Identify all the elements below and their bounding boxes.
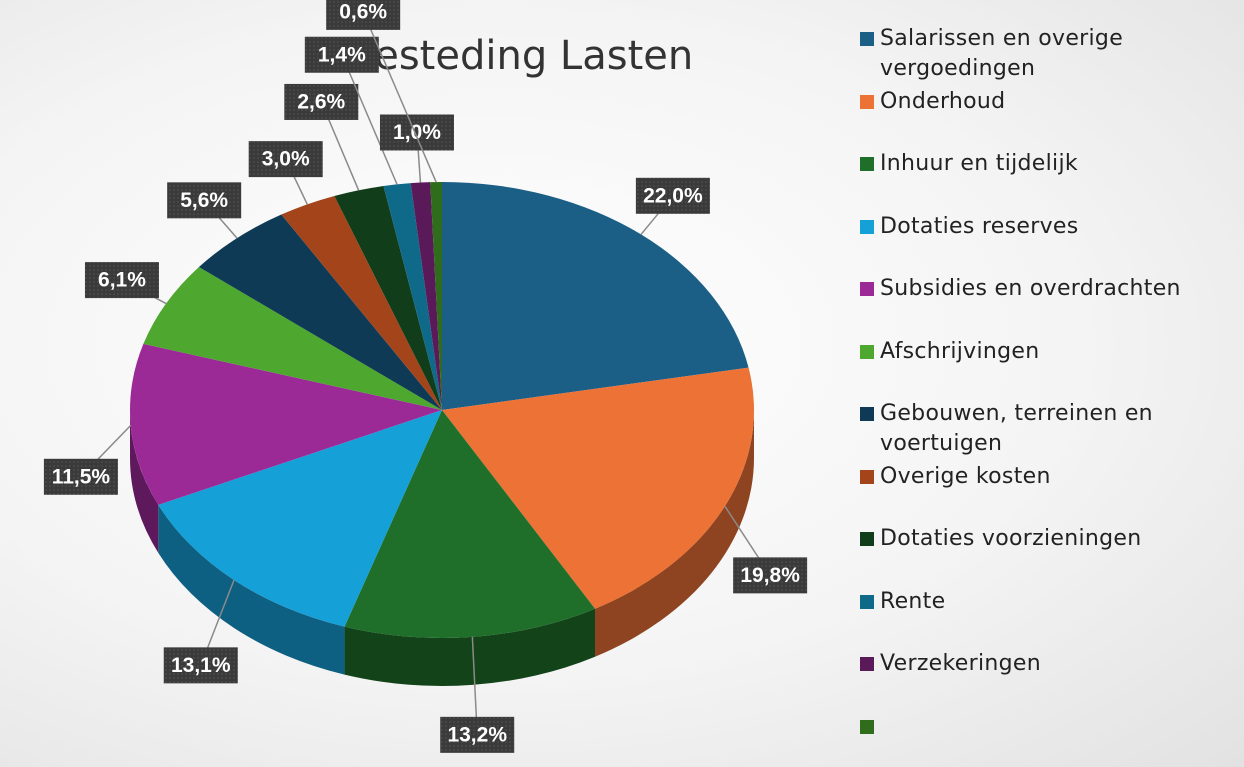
- legend-item: Inhuur en tijdelijk: [860, 149, 1235, 179]
- slice: [334, 186, 442, 410]
- legend-item: Salarissen en overige vergoedingen: [860, 24, 1235, 84]
- data-label-box: [379, 114, 454, 151]
- slice: [158, 410, 442, 627]
- legend-item: Verzekeringen: [860, 649, 1235, 679]
- slice: [442, 367, 754, 609]
- chart-title: Besteding Lasten: [347, 33, 693, 79]
- data-label: 6,1%: [98, 269, 146, 292]
- legend-swatch: [860, 157, 874, 171]
- leader-line: [341, 54, 398, 185]
- legend-label: Subsidies en overdrachten: [880, 276, 1181, 301]
- legend-item: Subsidies en overdrachten: [860, 274, 1235, 304]
- slice: [344, 410, 596, 639]
- data-label: 1,4%: [318, 43, 366, 66]
- legend-swatch: [860, 532, 874, 546]
- legend-swatch: [860, 219, 874, 234]
- data-label-box: [163, 647, 238, 684]
- legend-swatch: [860, 594, 874, 609]
- legend-item: Onderhoud: [860, 87, 1235, 117]
- data-label: 5,6%: [180, 189, 228, 212]
- data-label: 3,0%: [262, 148, 310, 171]
- slice: [410, 182, 442, 410]
- slice-side: [344, 608, 596, 686]
- data-label-box: [326, 0, 401, 30]
- slice: [383, 183, 442, 410]
- slice: [430, 182, 442, 410]
- slice: [442, 182, 749, 410]
- legend-swatch: [860, 282, 874, 296]
- slice: [143, 267, 443, 410]
- legend-swatch: [860, 719, 874, 734]
- legend-swatch: [860, 657, 874, 671]
- data-label: 13,2%: [447, 723, 507, 746]
- legend-label: Rente: [880, 588, 946, 614]
- legend-label: Onderhoud: [880, 88, 1006, 114]
- data-label-box: [84, 262, 159, 299]
- data-label-box: [304, 36, 379, 73]
- data-label-box: [248, 141, 323, 178]
- legend-label: Dotaties reserves: [880, 213, 1079, 239]
- legend-swatch: [860, 32, 874, 46]
- legend-label: Gebouwen, terreinen en voertuigen: [880, 401, 1153, 456]
- data-label-box: [43, 458, 118, 495]
- data-label: 11,5%: [52, 465, 111, 488]
- data-label: 19,8%: [740, 564, 800, 587]
- chart: Besteding Lasten 22,0% 19,8% 13,2% 13,1% 11,…: [43, 0, 808, 753]
- data-label: 13,1%: [171, 654, 231, 677]
- data-label-box: [440, 716, 515, 753]
- legend-swatch: [860, 407, 874, 421]
- legend-label: Salarissen en overige vergoedingen: [880, 26, 1124, 81]
- data-label-box: [733, 557, 808, 594]
- legend-item: [860, 712, 1235, 734]
- data-label: 2,6%: [297, 90, 345, 113]
- legend-label: Afschrijvingen: [880, 338, 1040, 364]
- legend-item: Overige kosten: [860, 462, 1235, 492]
- data-label-box: [284, 83, 359, 120]
- legend-swatch: [860, 344, 874, 359]
- legend-item: Rente: [860, 587, 1235, 617]
- legend-label: Dotaties voorzieningen: [880, 526, 1142, 551]
- legend-item: Dotaties reserves: [860, 212, 1235, 242]
- slice: [198, 214, 442, 410]
- slice: [281, 195, 442, 410]
- data-label-box: [167, 182, 242, 219]
- legend-swatch: [860, 94, 874, 109]
- leader-line: [362, 11, 437, 183]
- data-label: 0,6%: [339, 0, 387, 23]
- legend-swatch: [860, 469, 874, 484]
- slice-side: [130, 410, 159, 553]
- legend-item: Gebouwen, terreinen en voertuigen: [860, 399, 1235, 459]
- data-label-box: [635, 177, 710, 214]
- legend-label: Overige kosten: [880, 463, 1051, 489]
- legend-item: Afschrijvingen: [860, 337, 1235, 367]
- data-label: 1,0%: [393, 121, 441, 144]
- slice-side: [158, 504, 345, 675]
- legend-item: Dotaties voorzieningen: [860, 524, 1235, 554]
- slice-side: [595, 410, 754, 657]
- legend-label: Verzekeringen: [880, 651, 1041, 676]
- data-label: 22,0%: [643, 184, 703, 207]
- legend-label: Inhuur en tijdelijk: [880, 151, 1078, 176]
- slice: [130, 343, 442, 505]
